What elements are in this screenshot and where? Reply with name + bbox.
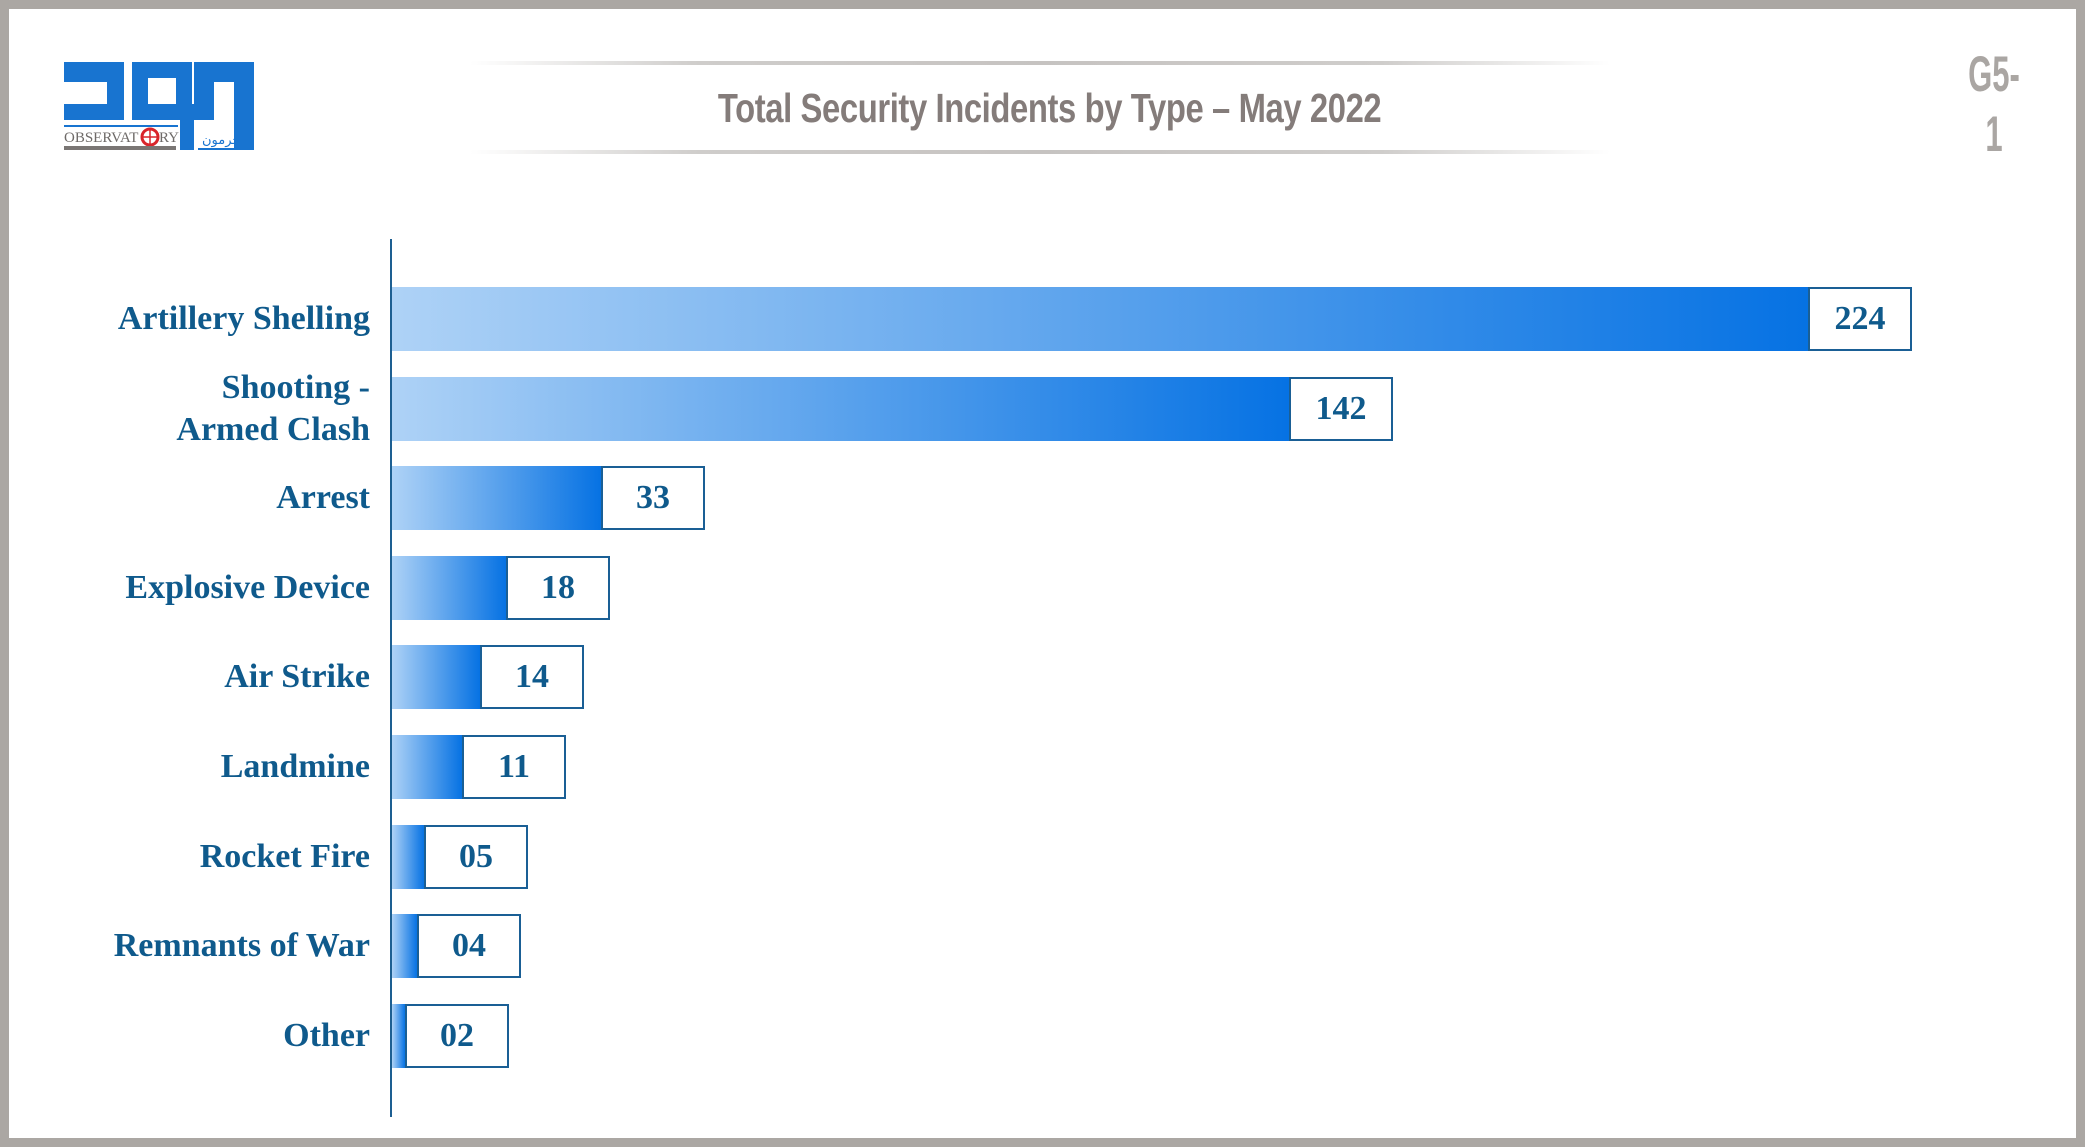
category-label: Shooting - Armed Clash: [176, 369, 370, 448]
data-label: 11: [462, 735, 566, 799]
bar: [392, 825, 424, 889]
category-label: Other: [283, 1017, 370, 1054]
data-label: 14: [480, 645, 584, 709]
bar: [392, 466, 601, 530]
title-top-rule: [470, 61, 1610, 65]
observatory-logo: OBSERVAT RY حرمون: [62, 60, 256, 156]
data-label: 18: [506, 556, 610, 620]
category-label: Air Strike: [224, 658, 370, 695]
data-label: 05: [424, 825, 528, 889]
bar: [392, 735, 462, 799]
data-label: 224: [1808, 287, 1912, 351]
svg-text:حرمون: حرمون: [202, 133, 240, 148]
data-label: 02: [405, 1004, 509, 1068]
category-label: Landmine: [220, 748, 370, 785]
chart-title: Total Security Incidents by Type – May 2…: [718, 85, 1382, 131]
data-label: 33: [601, 466, 705, 530]
bar: [392, 1004, 405, 1068]
logo-latin-text: OBSERVAT: [64, 130, 138, 146]
category-label: Remnants of War: [113, 927, 370, 964]
y-axis-line: [390, 239, 392, 1117]
data-label: 142: [1289, 377, 1393, 441]
logo-graphic: OBSERVAT RY حرمون: [64, 62, 254, 150]
bar: [392, 914, 417, 978]
bar: [392, 287, 1808, 351]
category-label: Arrest: [276, 479, 370, 516]
data-label: 04: [417, 914, 521, 978]
chart-code: G5-1: [1968, 46, 2020, 162]
bar: [392, 556, 506, 620]
bar: [392, 645, 480, 709]
title-bottom-rule: [470, 150, 1610, 154]
svg-text:RY: RY: [159, 130, 179, 146]
category-label: Explosive Device: [125, 569, 370, 606]
category-label: Artillery Shelling: [117, 300, 370, 337]
bar: [392, 377, 1289, 441]
category-label: Rocket Fire: [199, 838, 370, 875]
